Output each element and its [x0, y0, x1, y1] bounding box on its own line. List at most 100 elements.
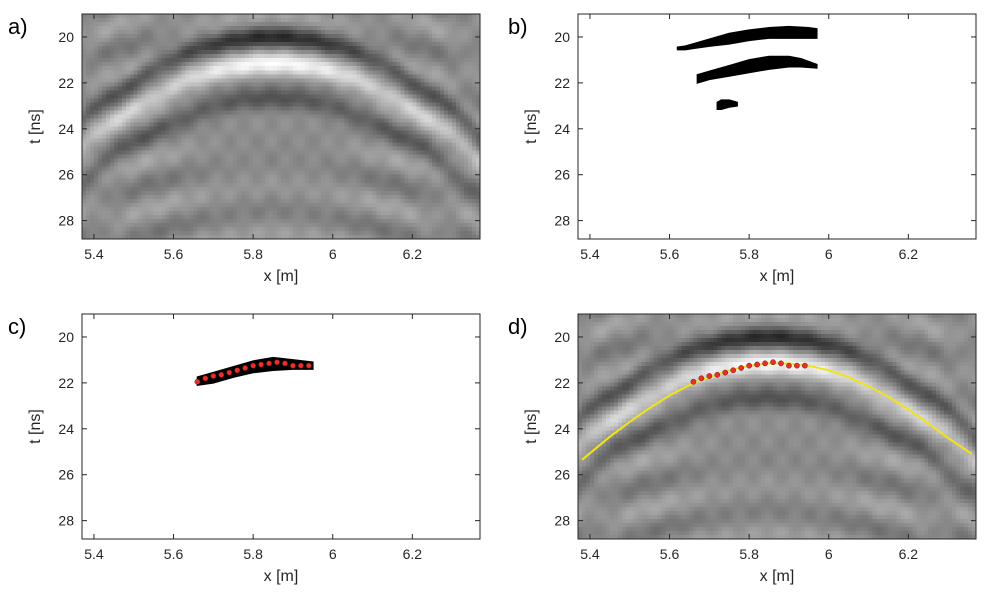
- picked-point-2: [202, 375, 209, 382]
- y-axis-label-a: t [ns]: [27, 109, 44, 144]
- x-axis-label-c: x [m]: [264, 568, 299, 585]
- picked-point-1: [690, 378, 697, 385]
- x-tick-label: 5.4: [580, 546, 600, 562]
- y-tick-label: 28: [554, 513, 570, 529]
- x-tick-label: 6: [329, 546, 337, 562]
- picked-point-8: [250, 362, 256, 369]
- y-tick-label: 22: [58, 375, 74, 391]
- x-tick-label: 6.2: [899, 246, 919, 262]
- picked-point-15: [802, 362, 808, 369]
- y-ticks-c: 20 22 24 26 28: [58, 329, 480, 529]
- picked-point-1: [194, 378, 201, 385]
- marks-b: [676, 25, 818, 111]
- picked-point-7: [738, 365, 745, 371]
- x-tick-label: 5.6: [660, 546, 680, 562]
- y-tick-label: 20: [554, 329, 570, 345]
- picked-point-9: [754, 361, 760, 368]
- x-tick-label: 6: [825, 246, 833, 262]
- y-tick-label: 26: [554, 167, 570, 183]
- marks-c: [194, 356, 314, 387]
- axes-frame-b: [577, 13, 977, 240]
- picked-point-3: [210, 373, 217, 379]
- y-axis-label-b: t [ns]: [523, 109, 540, 144]
- picked-point-11: [274, 359, 280, 366]
- y-tick-label: 24: [58, 421, 74, 437]
- y-tick-label: 26: [58, 467, 74, 483]
- y-tick-label: 28: [58, 513, 74, 529]
- y-tick-label: 20: [58, 29, 74, 45]
- x-tick-label: 5.4: [84, 546, 104, 562]
- x-tick-label: 5.6: [660, 246, 680, 262]
- plot-area-a: [82, 14, 480, 239]
- panel-c: c) 5.4 5.6 5.8 6 6.2 20 22 24 26 28 x [m] t [ns]: [8, 313, 481, 585]
- axes-frame-a: [81, 13, 481, 240]
- y-tick-label: 24: [58, 121, 74, 137]
- x-axis-label-a: x [m]: [264, 268, 299, 285]
- picked-point-14: [794, 362, 800, 369]
- y-tick-label: 22: [554, 375, 570, 391]
- plot-area-c: [82, 314, 480, 539]
- binary-region-1: [676, 25, 818, 51]
- picked-point-12: [282, 360, 288, 367]
- picked-point-5: [722, 369, 729, 376]
- y-ticks-a: 20 22 24 26 28: [58, 29, 480, 229]
- radargram-image: [82, 14, 480, 239]
- y-tick-label: 26: [554, 467, 570, 483]
- x-tick-label: 5.6: [164, 546, 184, 562]
- axes-frame-d: [577, 313, 977, 540]
- y-tick-label: 20: [554, 29, 570, 45]
- x-tick-label: 6: [825, 546, 833, 562]
- x-ticks-d: 5.4 5.6 5.8 6 6.2: [580, 314, 918, 562]
- picked-point-5: [226, 369, 233, 376]
- x-tick-label: 5.8: [243, 246, 263, 262]
- panel-label-d: d): [508, 314, 528, 339]
- y-tick-label: 24: [554, 421, 570, 437]
- picked-point-13: [786, 362, 792, 369]
- x-axis-label-d: x [m]: [760, 568, 795, 585]
- x-tick-label: 6: [329, 246, 337, 262]
- y-tick-label: 20: [58, 329, 74, 345]
- picked-point-2: [698, 375, 705, 382]
- y-axis-label-c: t [ns]: [27, 409, 44, 444]
- panel-label-c: c): [8, 314, 26, 339]
- y-ticks-d: 20 22 24 26 28: [554, 329, 976, 529]
- y-tick-label: 22: [554, 75, 570, 91]
- x-axis-label-b: x [m]: [760, 268, 795, 285]
- picked-point-14: [298, 362, 304, 369]
- picked-point-9: [258, 361, 264, 368]
- picked-point-15: [306, 362, 312, 369]
- picked-point-11: [770, 359, 776, 366]
- panel-label-b: b): [508, 14, 528, 39]
- x-tick-label: 5.8: [243, 546, 263, 562]
- plot-area-b: [578, 14, 976, 239]
- y-ticks-b: 20 22 24 26 28: [554, 29, 976, 229]
- panel-a: a) 5.4 5.6 5.8 6 6.2 20 22 24 26 28 x [m] t [ns]: [8, 13, 481, 285]
- x-tick-label: 5.8: [739, 546, 759, 562]
- y-axis-label-d: t [ns]: [523, 409, 540, 444]
- picked-point-6: [730, 367, 737, 374]
- x-tick-label: 6.2: [403, 246, 423, 262]
- picked-point-13: [290, 362, 296, 369]
- plot-area-d: [578, 314, 976, 539]
- picked-point-4: [218, 371, 225, 378]
- x-tick-label: 5.6: [164, 246, 184, 262]
- binary-region-2: [696, 55, 818, 84]
- picked-point-12: [778, 360, 784, 367]
- picked-point-8: [746, 362, 752, 369]
- picked-point-3: [706, 373, 713, 379]
- radargram-image: [578, 314, 976, 539]
- picked-point-10: [762, 360, 768, 367]
- x-ticks-a: 5.4 5.6 5.8 6 6.2: [84, 14, 422, 262]
- plot-background: [578, 14, 976, 239]
- plot-background: [82, 314, 480, 539]
- x-tick-label: 5.8: [739, 246, 759, 262]
- panel-d: d) 5.4 5.6 5.8 6 6.2 20 22 24 26 28 x [m] t [ns]: [508, 313, 977, 585]
- x-tick-label: 6.2: [899, 546, 919, 562]
- x-tick-label: 5.4: [580, 246, 600, 262]
- x-ticks-b: 5.4 5.6 5.8 6 6.2: [580, 14, 918, 262]
- y-tick-label: 28: [58, 213, 74, 229]
- binary-region-3: [716, 99, 738, 111]
- x-ticks-c: 5.4 5.6 5.8 6 6.2: [84, 314, 422, 562]
- picked-point-6: [234, 367, 241, 374]
